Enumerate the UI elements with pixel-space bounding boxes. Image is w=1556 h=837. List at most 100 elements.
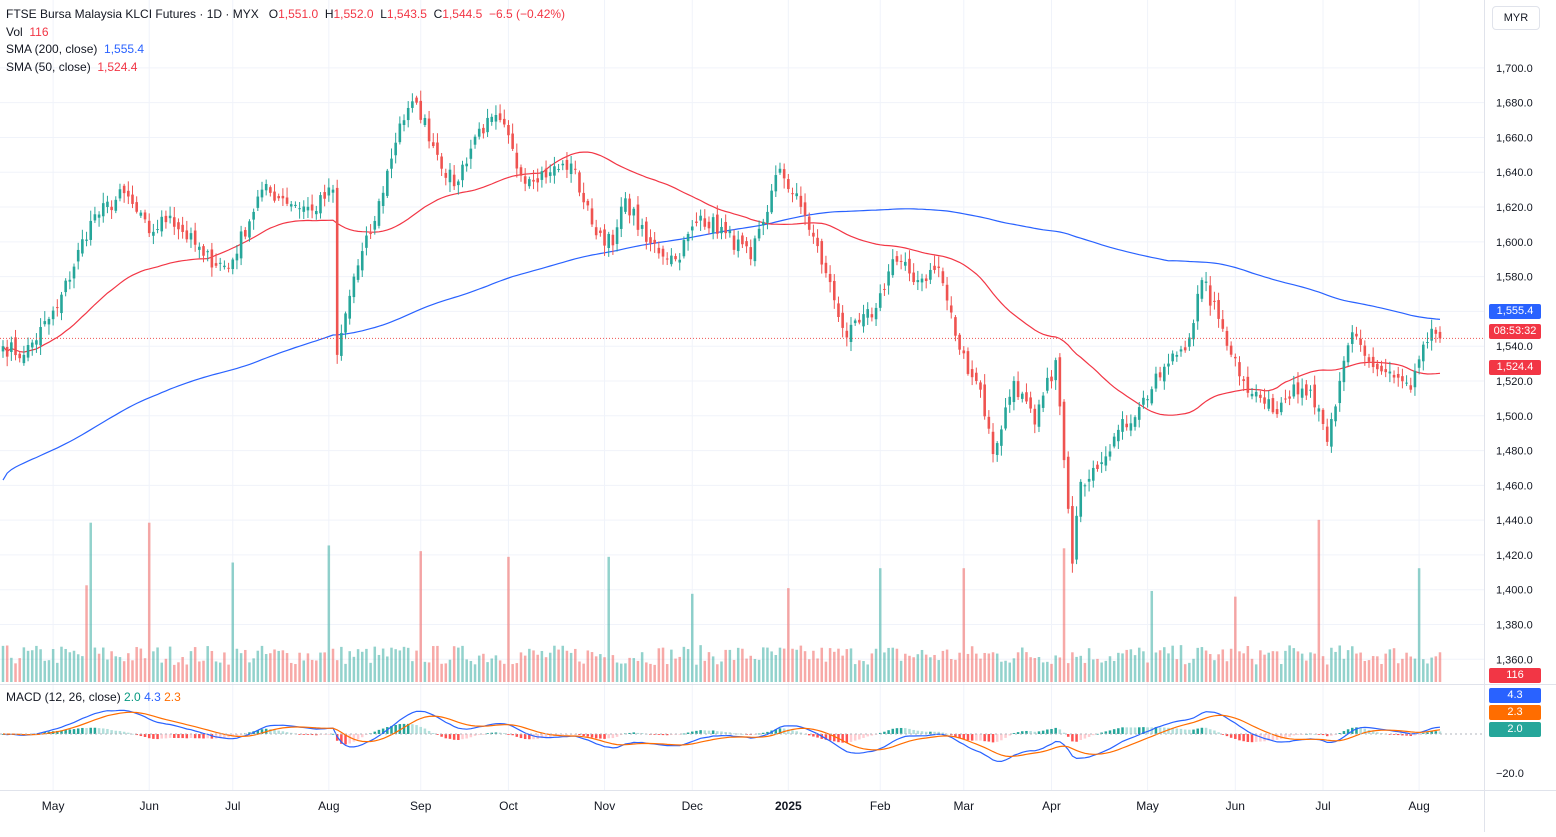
volume-bar: [762, 647, 765, 682]
candle-body: [402, 120, 406, 126]
macd-histogram-bar: [1096, 733, 1099, 735]
candle-body: [335, 187, 339, 355]
macd-histogram-bar: [1346, 729, 1350, 734]
volume-bar: [335, 660, 339, 682]
volume-bar: [64, 648, 67, 682]
price-tick-label: 1,620.0: [1496, 202, 1533, 214]
volume-bar: [958, 652, 961, 682]
candle-body: [1016, 381, 1020, 398]
candle-body: [181, 224, 184, 232]
candle-body: [941, 271, 945, 284]
volume-bar: [569, 652, 573, 682]
candle-body: [473, 136, 477, 145]
volume-bar: [1367, 660, 1371, 682]
macd-histogram-bar: [1121, 727, 1124, 734]
time-tick-label: Aug: [1408, 799, 1429, 813]
volume-bar: [1125, 649, 1128, 682]
volume-bar: [820, 647, 824, 682]
volume-bar: [411, 661, 414, 682]
candle-body: [519, 167, 523, 176]
candle-body: [177, 222, 180, 230]
legend-sma50-row[interactable]: SMA (50, close) 1,524.4: [6, 59, 565, 77]
candle-body: [699, 215, 702, 221]
candle-body: [870, 314, 874, 318]
volume-bar: [1238, 651, 1241, 682]
legend-sma200-row[interactable]: SMA (200, close) 1,555.4: [6, 41, 565, 59]
volume-bar: [1300, 653, 1304, 682]
volume-bar: [686, 649, 690, 682]
volume-bar: [741, 648, 744, 682]
legend-volume-row[interactable]: Vol 116: [6, 24, 565, 42]
volume-bar: [1029, 657, 1032, 682]
candle-body: [277, 196, 280, 199]
macd-legend[interactable]: MACD (12, 26, close) 2.0 4.3 2.3: [6, 690, 181, 704]
macd-histogram-bar: [110, 730, 113, 734]
macd-histogram-bar: [43, 732, 47, 734]
macd-histogram-bar: [432, 733, 435, 734]
macd-histogram-bar: [1188, 729, 1191, 734]
macd-histogram-bar: [933, 731, 936, 734]
macd-line: [2, 709, 1441, 763]
volume-bar: [1384, 653, 1387, 682]
candle-body: [603, 229, 606, 246]
volume-bar: [707, 652, 711, 682]
volume-bar: [352, 656, 356, 682]
candle-body: [1405, 382, 1408, 384]
macd-histogram-bar: [131, 733, 134, 735]
macd-histogram-bar: [1033, 731, 1037, 734]
volume-bar: [210, 650, 214, 682]
high-label: H: [324, 7, 334, 21]
macd-histogram-bar: [398, 724, 402, 734]
macd-histogram-bar: [1263, 734, 1266, 742]
macd-histogram-bar: [1125, 727, 1128, 734]
volume-bar: [891, 647, 895, 682]
volume-bar: [1221, 649, 1225, 682]
macd-histogram-bar: [1000, 734, 1003, 741]
volume-bar: [419, 551, 422, 682]
instrument-title[interactable]: FTSE Bursa Malaysia KLCI Futures · 1D · …: [6, 7, 259, 21]
volume-bar: [807, 659, 811, 682]
candle-body: [1321, 409, 1325, 424]
volume-bar: [26, 650, 30, 682]
volume-bar: [1016, 652, 1020, 682]
macd-histogram-bar: [411, 724, 414, 734]
volume-bar: [1058, 657, 1062, 682]
candle-body: [306, 206, 310, 211]
candle-body: [749, 247, 753, 260]
volume-bar: [398, 650, 402, 682]
volume-bar: [68, 652, 72, 682]
volume-bar: [874, 648, 878, 682]
macd-histogram-bar: [1117, 728, 1120, 734]
candle-body: [1254, 391, 1258, 397]
low-label: L: [380, 7, 387, 21]
candle-body: [114, 199, 118, 211]
currency-button[interactable]: MYR: [1492, 6, 1540, 30]
candle-body: [1158, 372, 1162, 378]
volume-bar: [1142, 651, 1145, 682]
macd-histogram-bar: [419, 726, 422, 734]
volume-bar: [866, 664, 869, 682]
volume-bar: [76, 654, 80, 682]
candle-body: [156, 229, 159, 231]
macd-histogram-bar: [824, 734, 828, 740]
candle-body: [494, 115, 498, 122]
volume-bar: [937, 660, 940, 682]
macd-histogram-bar: [444, 734, 448, 739]
macd-histogram-bar: [1016, 732, 1020, 734]
candle-body: [76, 249, 80, 262]
macd-histogram-bar: [607, 734, 610, 739]
candle-body: [536, 178, 539, 183]
macd-histogram-bar: [1238, 734, 1241, 741]
macd-histogram-bar: [168, 734, 172, 738]
candle-body: [732, 235, 736, 250]
volume-bar: [406, 647, 410, 682]
volume-bar: [1229, 648, 1233, 682]
low-value: 1,543.5: [386, 7, 427, 21]
macd-histogram-bar: [1288, 734, 1291, 737]
volume-bar: [1309, 652, 1312, 682]
volume-bar: [198, 661, 201, 682]
candle-body: [753, 238, 757, 262]
candle-body: [1367, 357, 1371, 362]
